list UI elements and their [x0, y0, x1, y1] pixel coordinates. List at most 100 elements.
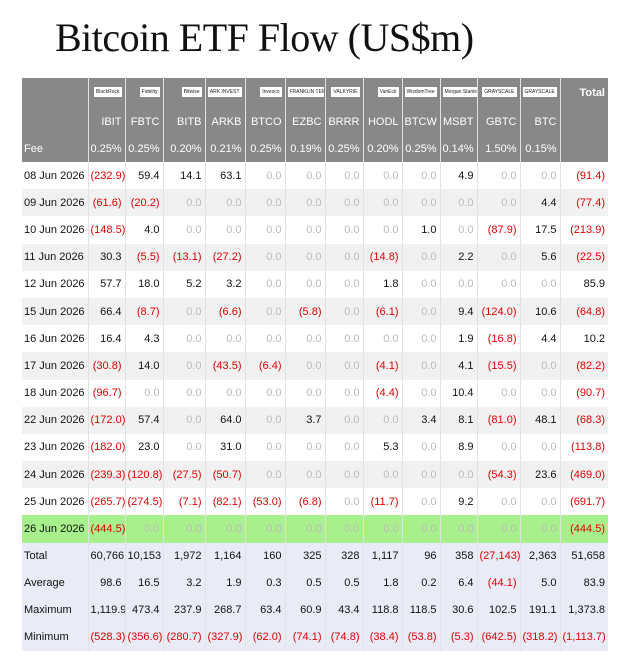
flow: 0.0: [244, 406, 285, 434]
flow: 0.0: [162, 297, 205, 326]
summary-value: (327.9): [204, 623, 245, 651]
flow: 0.0: [401, 162, 440, 190]
issuer-logo: Morgan Stanley: [442, 86, 477, 97]
ticker: BTCW: [401, 108, 440, 136]
flow: 0.0: [162, 406, 205, 434]
issuer-logo: VALKYRIE: [331, 86, 360, 97]
logo-cell: GRAYSCALE: [519, 78, 560, 108]
summary-value: (1,113.7): [559, 623, 608, 651]
date: 17 Jun 2026: [22, 352, 88, 380]
flow: 0.0: [476, 243, 520, 271]
flow: 0.0: [401, 189, 440, 217]
ticker: HODL: [362, 108, 402, 136]
flow: (20.2): [124, 189, 163, 217]
fee: 0.25%: [124, 136, 163, 162]
flow: 0.0: [476, 189, 520, 217]
flow: 0.0: [324, 406, 363, 434]
summary-row: Average 98.6 16.5 3.2 1.9 0.3 0.5 0.5 1.8 0.2 6.4(…: [22, 569, 608, 597]
summary-value: (74.1): [284, 623, 325, 651]
flow: (27.5): [162, 461, 205, 489]
flow: 0.0: [324, 461, 363, 489]
total-flow: (64.8): [559, 297, 608, 326]
flow: 4.4: [519, 325, 560, 353]
flow: 0.0: [362, 461, 402, 489]
summary-value: 0.2: [401, 569, 440, 597]
flow: 0.0: [476, 488, 520, 516]
fee: 0.21%: [204, 136, 245, 162]
flow: (53.0): [244, 488, 285, 516]
issuer-logo: BlackRock: [93, 86, 122, 97]
flow: 10.6: [519, 297, 560, 326]
logo-cell: BlackRock: [87, 78, 125, 108]
flow: (4.1): [362, 352, 402, 380]
flow: 0.0: [476, 270, 520, 298]
fee: 0.15%: [519, 136, 560, 162]
flow: 0.0: [439, 216, 477, 244]
flow: (6.8): [284, 488, 325, 516]
summary-value: 30.6: [439, 596, 477, 624]
summary-value: (356.6): [124, 623, 163, 651]
flow: 59.4: [124, 162, 163, 190]
flow: 0.0: [401, 352, 440, 380]
logo-cell: ARK INVEST: [204, 78, 245, 108]
flow: 0.0: [284, 189, 325, 217]
ticker: IBIT: [87, 108, 125, 136]
logo-cell: VanEck: [362, 78, 402, 108]
flow: 0.0: [124, 379, 163, 407]
total-flow: (77.4): [559, 189, 608, 217]
flow: (11.7): [362, 488, 402, 516]
total-flow: (91.4): [559, 162, 608, 190]
flow: 0.0: [324, 270, 363, 298]
flow: 0.0: [244, 325, 285, 353]
empty-cell: [559, 136, 608, 162]
summary-value: 1.8: [362, 569, 402, 597]
total-flow: 10.2: [559, 325, 608, 353]
fee-label: Fee: [22, 136, 88, 162]
flow: (6.1): [362, 297, 402, 326]
flow: (124.0): [476, 297, 520, 326]
flow-row: 22 Jun 2026 (172.0) 57.4 0.0 64.0 0.0 3.7 0.0 0.…: [22, 406, 608, 434]
summary-value: 102.5: [476, 596, 520, 624]
summary-value: (44.1): [476, 569, 520, 597]
flow: 0.0: [244, 433, 285, 462]
flow: (50.7): [204, 461, 245, 489]
etf-flow-table: BlackRock Fidelity Bitwise ARK INVEST Invesc…: [22, 78, 608, 651]
flow: 0.0: [284, 162, 325, 190]
summary-value: 1,119.9: [87, 596, 125, 624]
flow: 4.1: [439, 352, 477, 380]
flow: 0.0: [324, 379, 363, 407]
table-body: BlackRock Fidelity Bitwise ARK INVEST Invesc…: [22, 78, 608, 651]
flow-row: 16 Jun 2026 16.4 4.3 0.0 0.0 0.0 0.0 0.0 0.0 0.0 1…: [22, 325, 608, 353]
date: 15 Jun 2026: [22, 297, 88, 326]
summary-row: Maximum 1,119.9 473.4 237.9 268.7 63.4 60.9 43.…: [22, 596, 608, 624]
ticker: GBTC: [476, 108, 520, 136]
summary-value: 63.4: [244, 596, 285, 624]
flow: 0.0: [476, 433, 520, 462]
total-flow: (90.7): [559, 379, 608, 407]
flow: 0.0: [204, 189, 245, 217]
logo-cell: Bitwise: [162, 78, 205, 108]
summary-value: (53.8): [401, 623, 440, 651]
flow: (239.3): [87, 461, 125, 489]
flow: 0.0: [519, 488, 560, 516]
flow: 1.9: [439, 325, 477, 353]
summary-value: (38.4): [362, 623, 402, 651]
fee: 0.25%: [401, 136, 440, 162]
summary-value: 358: [439, 542, 477, 570]
flow: 0.0: [439, 270, 477, 298]
flow: 4.3: [124, 325, 163, 353]
flow: 0.0: [324, 216, 363, 244]
flow: (5.8): [284, 297, 325, 326]
flow: (5.5): [124, 243, 163, 271]
flow: 14.0: [124, 352, 163, 380]
flow: (27.2): [204, 243, 245, 271]
summary-value: 268.7: [204, 596, 245, 624]
flow: (265.7): [87, 488, 125, 516]
flow: 0.0: [519, 352, 560, 380]
total-flow: (113.8): [559, 433, 608, 462]
flow: 0.0: [362, 189, 402, 217]
flow-row: 11 Jun 2026 30.3 (5.5) (13.1) (27.2) 0.0 0.0 0.…: [22, 243, 608, 271]
summary-row: Minimum (528.3) (356.6) (280.7) (327.9) (62.0…: [22, 623, 608, 651]
flow: 0.0: [204, 216, 245, 244]
